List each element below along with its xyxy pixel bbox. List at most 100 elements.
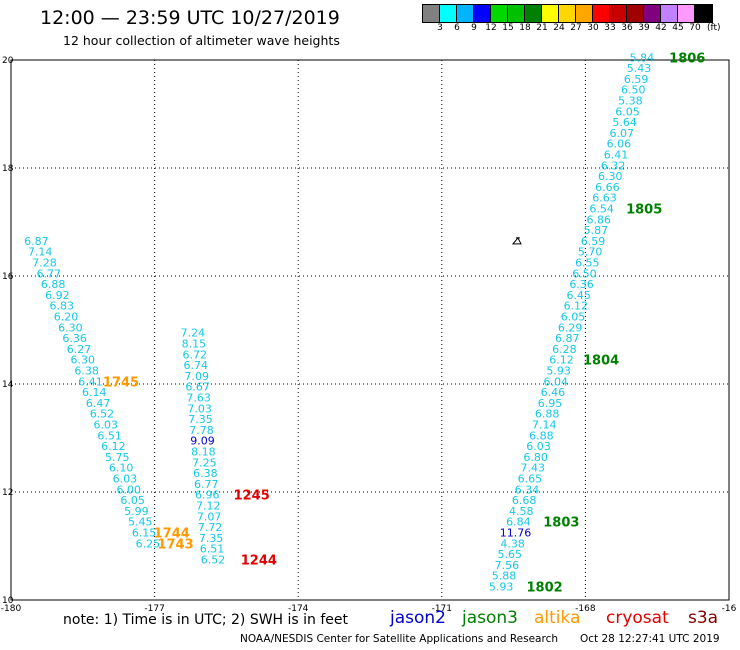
- colorbar-swatch: [525, 5, 542, 22]
- swh-value: 6.50: [621, 84, 646, 97]
- swh-value: 6.84: [506, 516, 531, 529]
- colorbar-swatch: [576, 5, 593, 22]
- swh-value: 6.54: [589, 203, 614, 216]
- time-label: 1743: [157, 537, 193, 552]
- swh-value: 5.99: [124, 505, 149, 518]
- swh-value: 6.88: [535, 408, 560, 421]
- swh-value: 6.30: [58, 321, 83, 334]
- time-label: 1745: [103, 375, 139, 390]
- y-tick-label: 10: [2, 596, 14, 606]
- swh-value: 6.51: [200, 543, 225, 556]
- colorbar-swatch: [491, 5, 508, 22]
- swh-value: 6.12: [549, 354, 574, 367]
- swh-value: 6.04: [543, 375, 568, 388]
- credit-line: NOAA/NESDIS Center for Satellite Applica…: [240, 633, 558, 645]
- swh-value: 6.36: [62, 332, 87, 345]
- colorbar-label: 18: [519, 23, 531, 33]
- colorbar-swatch: [678, 5, 695, 22]
- swh-value: 6.38: [193, 467, 218, 480]
- swh-value: 6.86: [587, 213, 612, 226]
- swh-value: 6.03: [526, 440, 551, 453]
- colorbar-label: 30: [587, 23, 599, 33]
- time-label: 1806: [669, 51, 705, 66]
- swh-value: 6.63: [592, 192, 617, 205]
- swh-value: 6.68: [512, 494, 537, 507]
- swh-value: 7.12: [196, 500, 221, 513]
- swh-value: 6.95: [538, 397, 563, 410]
- swh-value: 6.25: [136, 537, 161, 550]
- swh-value: 7.35: [188, 413, 213, 426]
- swh-value: 4.38: [500, 537, 525, 550]
- colorbar-swatch: [661, 5, 678, 22]
- swh-value: 5.45: [128, 516, 153, 529]
- swh-value: 6.28: [552, 343, 577, 356]
- colorbar-swatch: [559, 5, 576, 22]
- colorbar-label: 6: [454, 23, 460, 33]
- swh-value: 11.76: [500, 527, 532, 540]
- time-label: 1802: [527, 581, 563, 596]
- swh-value: 6.20: [54, 311, 79, 324]
- wave-height-colorbar: [422, 4, 713, 23]
- swh-value: 6.05: [615, 105, 640, 118]
- swh-value: 6.59: [581, 235, 606, 248]
- swh-value: 9.09: [190, 435, 215, 448]
- swh-value: 6.29: [558, 321, 583, 334]
- swh-value: 6.06: [607, 138, 632, 151]
- swh-value: 7.28: [32, 257, 57, 270]
- swh-value: 7.56: [495, 559, 520, 572]
- swh-value: 6.03: [113, 473, 138, 486]
- swh-value: 5.87: [584, 224, 609, 237]
- colorbar-label: 12: [485, 23, 497, 33]
- swh-value: 6.80: [523, 451, 548, 464]
- wind-glyph-icon: [511, 236, 522, 245]
- swh-value: 6.27: [67, 343, 92, 356]
- swh-value: 7.63: [186, 392, 211, 405]
- swh-value: 6.05: [120, 494, 145, 507]
- time-label: 1245: [234, 489, 270, 504]
- swh-value: 6.03: [94, 419, 119, 432]
- swh-value: 6.30: [598, 170, 623, 183]
- colorbar-swatch: [542, 5, 559, 22]
- swh-value: 6.96: [195, 489, 220, 502]
- colorbar-swatch: [508, 5, 525, 22]
- swh-value: 6.00: [117, 483, 142, 496]
- swh-value: 6.50: [572, 267, 597, 280]
- swh-value: 5.75: [105, 451, 130, 464]
- swh-value: 7.43: [520, 462, 545, 475]
- swh-value: 6.36: [569, 278, 594, 291]
- footnote: note: 1) Time is in UTC; 2) SWH is in fe…: [63, 612, 349, 628]
- swh-value: 6.88: [529, 429, 554, 442]
- swh-value: 7.07: [197, 510, 222, 523]
- swh-value: 5.93: [546, 365, 571, 378]
- swh-value: 7.25: [192, 456, 217, 469]
- swh-value: 6.67: [185, 381, 210, 394]
- swh-value: 6.32: [601, 159, 626, 172]
- colorbar-swatch: [423, 5, 440, 22]
- swh-value: 6.83: [49, 300, 74, 313]
- swh-value: 6.34: [515, 483, 540, 496]
- swh-value: 6.41: [604, 149, 629, 162]
- colorbar-label: 36: [621, 23, 633, 33]
- swh-value: 6.15: [132, 527, 157, 540]
- swh-value: 6.07: [610, 127, 635, 140]
- time-label: 1744: [154, 527, 190, 542]
- swh-value: 6.45: [566, 289, 591, 302]
- colorbar-swatch: [440, 5, 457, 22]
- swh-value: 6.87: [24, 235, 49, 248]
- colorbar-label: 27: [570, 23, 582, 33]
- swh-value: 6.52: [201, 554, 226, 567]
- colorbar-label: 21: [536, 23, 548, 33]
- swh-value: 7.24: [181, 327, 206, 340]
- swh-value: 6.30: [71, 354, 96, 367]
- colorbar-swatch: [593, 5, 610, 22]
- colorbar-label: 70: [689, 23, 701, 33]
- swh-value: 4.58: [509, 505, 534, 518]
- legend-item-jason3: jason3: [462, 608, 518, 628]
- y-tick-label: 18: [2, 164, 14, 174]
- swh-value: 6.59: [624, 73, 649, 86]
- swh-value: 6.88: [41, 278, 66, 291]
- legend-item-jason2: jason2: [390, 608, 446, 628]
- legend-item-altika: altika: [534, 608, 581, 628]
